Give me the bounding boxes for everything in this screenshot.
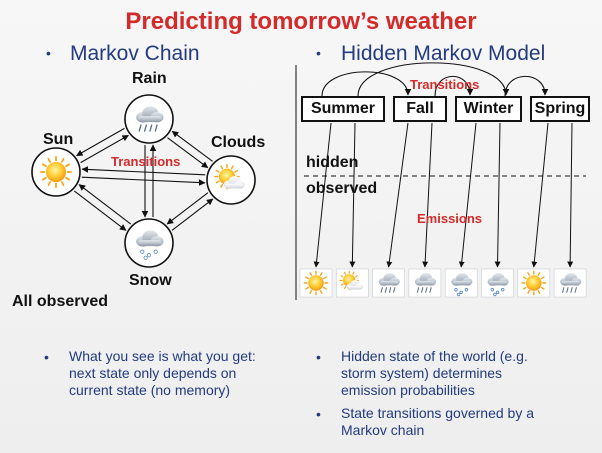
state-spring: Spring	[530, 96, 590, 122]
state-label-sun: Sun	[43, 131, 74, 148]
emission-arrow	[422, 122, 433, 268]
hmm-bullet-1: Hidden state of the world (e.g. storm sy…	[341, 348, 528, 398]
snow-cloud-icon	[487, 273, 509, 297]
transition-arrow-rain-clouds-back	[171, 130, 213, 162]
transition-arrow-clouds-snow-fwd	[166, 192, 209, 225]
state-node-snow	[124, 218, 174, 268]
mc-bullet-text: What you see is what you get: next state…	[69, 348, 256, 398]
state-node-sun	[31, 147, 81, 197]
observation-2	[335, 268, 369, 298]
emission-arrow	[531, 122, 549, 268]
hmm-transitions-label: Transitions	[410, 77, 480, 92]
state-label-clouds: Clouds	[211, 134, 266, 151]
observation-7	[517, 268, 551, 298]
observation-4	[408, 268, 442, 298]
sun-icon	[39, 155, 73, 189]
rain-cloud-icon	[560, 273, 582, 293]
snow-cloud-icon	[451, 273, 473, 297]
bullet-dot: •	[46, 45, 51, 61]
transition-arrow-sun-clouds-back	[81, 166, 206, 176]
observation-5	[444, 268, 478, 298]
slide-title: Predicting tomorrow’s weather	[125, 8, 477, 35]
state-label-snow: Snow	[129, 272, 172, 289]
state-fall: Fall	[393, 96, 447, 122]
rain-cloud-icon	[378, 273, 400, 293]
bullet-dot: •	[316, 45, 321, 61]
observation-6	[481, 268, 514, 298]
all-observed-label: All observed	[12, 293, 109, 310]
emission-arrow	[458, 122, 477, 268]
transition-arrow-sun-snow-back	[78, 184, 132, 225]
transition-arrow-sun-rain-fwd	[80, 134, 129, 164]
observation-1	[299, 268, 333, 298]
bullet-dot: •	[44, 349, 49, 365]
state-node-rain	[124, 94, 174, 144]
state-label-rain: Rain	[132, 70, 167, 87]
state-node-clouds	[206, 155, 256, 205]
rain-cloud-icon	[136, 106, 164, 132]
bullet-dot: •	[316, 349, 321, 365]
observation-8	[553, 268, 587, 298]
rain-cloud-icon	[414, 273, 437, 293]
transition-arc-winter-spring	[504, 75, 549, 97]
emission-arrow	[567, 122, 574, 268]
transition-arc-fall-winter	[434, 75, 474, 97]
state-summer: Summer	[301, 96, 385, 122]
observed-layer-label: observed	[306, 180, 378, 197]
transition-arc-summer-winter	[357, 62, 510, 97]
sun-icon	[521, 270, 547, 296]
snow-cloud-icon	[136, 230, 164, 260]
sun-cloud-icon	[339, 270, 364, 291]
hmm-heading: Hidden Markov Model	[341, 42, 546, 65]
hmm-bullet-2: State transitions governed by a Markov c…	[341, 405, 535, 438]
mc-transitions-label: Transitions	[111, 154, 181, 169]
emissions-label: Emissions	[417, 211, 483, 226]
transition-arrow-rain-clouds-fwd	[167, 137, 209, 169]
emission-arrow	[494, 122, 501, 268]
markov-chain-heading: Markov Chain	[70, 42, 200, 65]
sun-icon	[303, 270, 329, 296]
transition-arc-summer-fall	[321, 71, 412, 97]
transition-arrow-clouds-snow-back	[171, 198, 214, 231]
bullet-dot: •	[316, 406, 321, 422]
transition-arrow-sun-clouds-fwd	[81, 176, 206, 186]
transition-arrow-sun-rain-back	[76, 127, 125, 157]
observation-3	[372, 268, 405, 298]
hidden-layer-label: hidden	[306, 154, 359, 171]
emission-arrow	[349, 122, 356, 268]
transition-arrow-sun-snow-fwd	[73, 190, 127, 231]
state-winter: Winter	[455, 96, 522, 122]
emission-arrow	[386, 122, 409, 268]
sun-cloud-icon	[214, 163, 245, 190]
emission-arrow	[313, 122, 332, 268]
